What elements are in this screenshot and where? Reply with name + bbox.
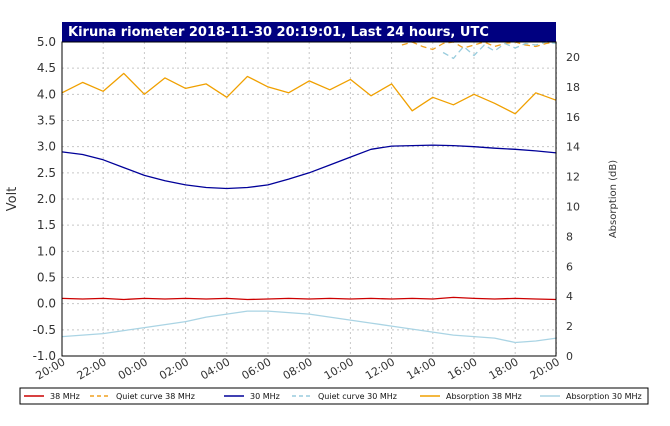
- y-tick-label: 4.0: [37, 87, 56, 101]
- y2-tick-label: 4: [566, 290, 573, 303]
- plot-frame: [61, 41, 557, 357]
- series-line: [401, 41, 557, 51]
- y2-tick-label: 18: [566, 81, 580, 94]
- y-tick-label: 2.5: [37, 166, 56, 180]
- y-tick-label: -1.0: [33, 349, 56, 363]
- series-line: [61, 72, 557, 115]
- series-line: [61, 310, 557, 344]
- y-tick-label: 3.5: [37, 114, 56, 128]
- legend: 38 MHz Quiet curve 38 MHz 30 MHz Quiet curv…: [19, 387, 649, 405]
- legend-label: Absorption 38 MHz: [446, 392, 522, 401]
- title-bar: [62, 22, 556, 42]
- series-line: [61, 296, 557, 301]
- y2-tick-label: 12: [566, 171, 580, 184]
- y-tick-label: 1.5: [37, 218, 56, 232]
- y2-tick-label: 8: [566, 230, 573, 243]
- y2-tick-label: 20: [566, 51, 580, 64]
- series-line: [442, 41, 557, 60]
- y-tick-label: 2.0: [37, 192, 56, 206]
- chart-title: Kiruna riometer 2018-11-30 20:19:01, Las…: [68, 25, 489, 40]
- y2-tick-label: 2: [566, 320, 573, 333]
- y-axis-label: Volt: [5, 187, 20, 212]
- y-tick-label: 5.0: [37, 35, 56, 49]
- y2-tick-label: 14: [566, 141, 580, 154]
- y-tick-label: 3.0: [37, 140, 56, 154]
- legend-label: 38 MHz: [50, 392, 80, 401]
- y-tick-label: 4.5: [37, 61, 56, 75]
- y-tick-label: 0.5: [37, 271, 56, 285]
- plot-lines: [61, 41, 557, 344]
- legend-label: Quiet curve 30 MHz: [318, 392, 397, 401]
- legend-label: 30 MHz: [250, 392, 280, 401]
- y2-tick-label: 10: [566, 200, 580, 213]
- y-tick-label: 0.0: [37, 297, 56, 311]
- y2-tick-label: 0: [566, 350, 573, 363]
- y2-tick-label: 6: [566, 260, 573, 273]
- series-line: [61, 144, 557, 190]
- legend-label: Absorption 30 MHz: [566, 392, 642, 401]
- y-tick-label: 1.0: [37, 244, 56, 258]
- y-ticks: 5.0 4.5 4.0 3.5 3.0 2.5 2.0 1.5 1.0 0.5 0.0 -0.5 -1.…: [33, 35, 56, 363]
- legend-box: [19, 387, 649, 405]
- legend-label: Quiet curve 38 MHz: [116, 392, 195, 401]
- y2-tick-label: 16: [566, 111, 580, 124]
- y-tick-label: -0.5: [33, 323, 56, 337]
- y2-axis-label: Absorption (dB): [608, 160, 619, 238]
